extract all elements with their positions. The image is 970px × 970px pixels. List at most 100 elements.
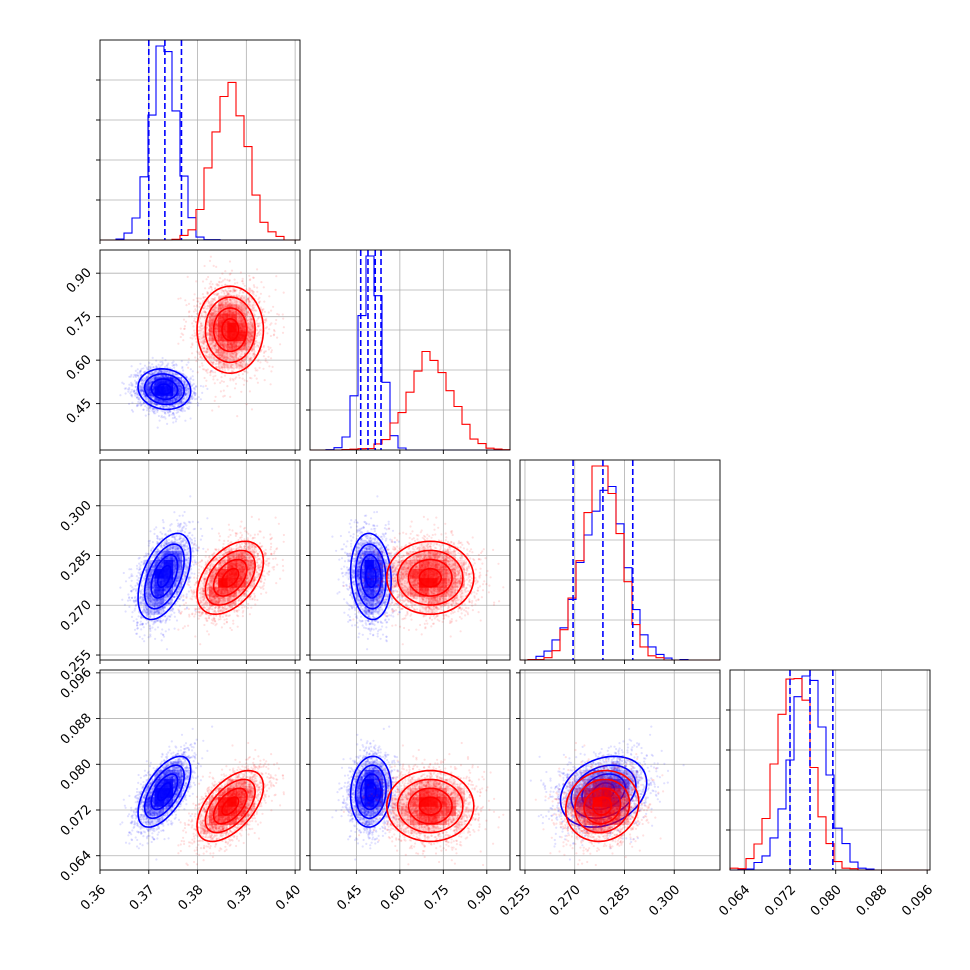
sample-point	[192, 392, 195, 395]
sample-point	[264, 327, 267, 330]
sample-point	[264, 357, 267, 360]
sample-point	[202, 307, 205, 310]
sample-point	[151, 356, 154, 359]
sample-point	[222, 247, 224, 249]
sample-point	[220, 291, 223, 294]
sample-point	[255, 377, 258, 380]
panel-background	[310, 250, 510, 450]
sample-point	[214, 374, 217, 377]
sample-point	[174, 378, 177, 381]
sample-point	[267, 345, 270, 348]
sample-point	[124, 392, 127, 395]
sample-point	[177, 408, 180, 411]
sample-point	[186, 402, 189, 405]
sample-point	[188, 407, 191, 410]
sample-point	[178, 415, 181, 418]
sample-point	[188, 400, 191, 403]
sample-point	[183, 379, 187, 382]
sample-point	[258, 333, 261, 337]
sample-point	[252, 284, 255, 287]
sample-point	[161, 406, 164, 409]
scatter-panel-1-0	[119, 247, 285, 429]
sample-point	[164, 375, 167, 378]
sample-point	[128, 375, 131, 378]
sample-point	[152, 407, 155, 410]
sample-point	[277, 313, 280, 316]
sample-point	[262, 344, 265, 347]
sample-point	[165, 375, 168, 378]
sample-point	[199, 398, 202, 401]
sample-point	[133, 389, 136, 392]
sample-point	[141, 382, 144, 385]
sample-point	[199, 297, 202, 300]
sample-point	[192, 325, 195, 328]
sample-point	[255, 294, 258, 297]
sample-point	[228, 279, 231, 282]
sample-point	[164, 400, 168, 403]
sample-point	[256, 369, 259, 372]
sample-point	[185, 304, 188, 307]
sample-point	[262, 308, 265, 311]
sample-point	[141, 389, 144, 392]
sample-point	[158, 398, 161, 401]
sample-point	[154, 398, 157, 401]
sample-point	[184, 392, 187, 395]
sample-point	[255, 309, 258, 312]
sample-point	[250, 377, 253, 380]
sample-point	[174, 420, 177, 423]
sample-point	[228, 260, 232, 263]
panel-1-1	[310, 250, 510, 450]
sample-point	[193, 392, 196, 395]
sample-point	[213, 382, 216, 385]
sample-point	[177, 410, 180, 414]
sample-point	[173, 390, 176, 393]
sample-point	[148, 361, 151, 364]
sample-point	[187, 366, 190, 369]
sample-point	[152, 366, 155, 369]
sample-point	[189, 381, 192, 384]
sample-point	[142, 408, 145, 411]
sample-point	[173, 386, 176, 389]
sample-point	[193, 332, 196, 335]
sample-point	[166, 369, 169, 373]
sample-point	[193, 392, 196, 395]
sample-point	[187, 357, 190, 360]
sample-point	[270, 370, 273, 373]
sample-point	[256, 332, 259, 335]
sample-point	[164, 395, 167, 398]
sample-point	[145, 395, 148, 399]
sample-point	[165, 395, 168, 398]
sample-point	[160, 369, 163, 372]
sample-point	[206, 305, 209, 308]
sample-point	[266, 332, 269, 335]
sample-point	[244, 370, 247, 373]
sample-point	[142, 379, 145, 382]
sample-point	[173, 415, 176, 418]
sample-point	[209, 374, 212, 377]
sample-point	[133, 379, 137, 382]
sample-point	[178, 395, 181, 398]
sample-point	[146, 406, 149, 409]
sample-point	[141, 382, 144, 385]
sample-point	[195, 280, 198, 283]
sample-point	[172, 372, 175, 376]
sample-point	[184, 383, 187, 386]
sample-point	[128, 383, 131, 386]
sample-point	[150, 371, 153, 374]
sample-point	[233, 278, 236, 281]
sample-point	[191, 375, 194, 378]
sample-point	[150, 380, 153, 383]
sample-point	[127, 390, 130, 393]
sample-point	[121, 381, 124, 384]
sample-point	[171, 417, 174, 420]
sample-point	[222, 289, 225, 293]
sample-point	[268, 365, 271, 368]
sample-point	[149, 381, 152, 384]
sample-point	[181, 365, 184, 369]
sample-point	[248, 274, 251, 277]
sample-point	[156, 426, 159, 429]
sample-point	[256, 360, 260, 363]
sample-point	[270, 309, 273, 312]
sample-point	[182, 339, 185, 342]
sample-point	[240, 390, 243, 393]
